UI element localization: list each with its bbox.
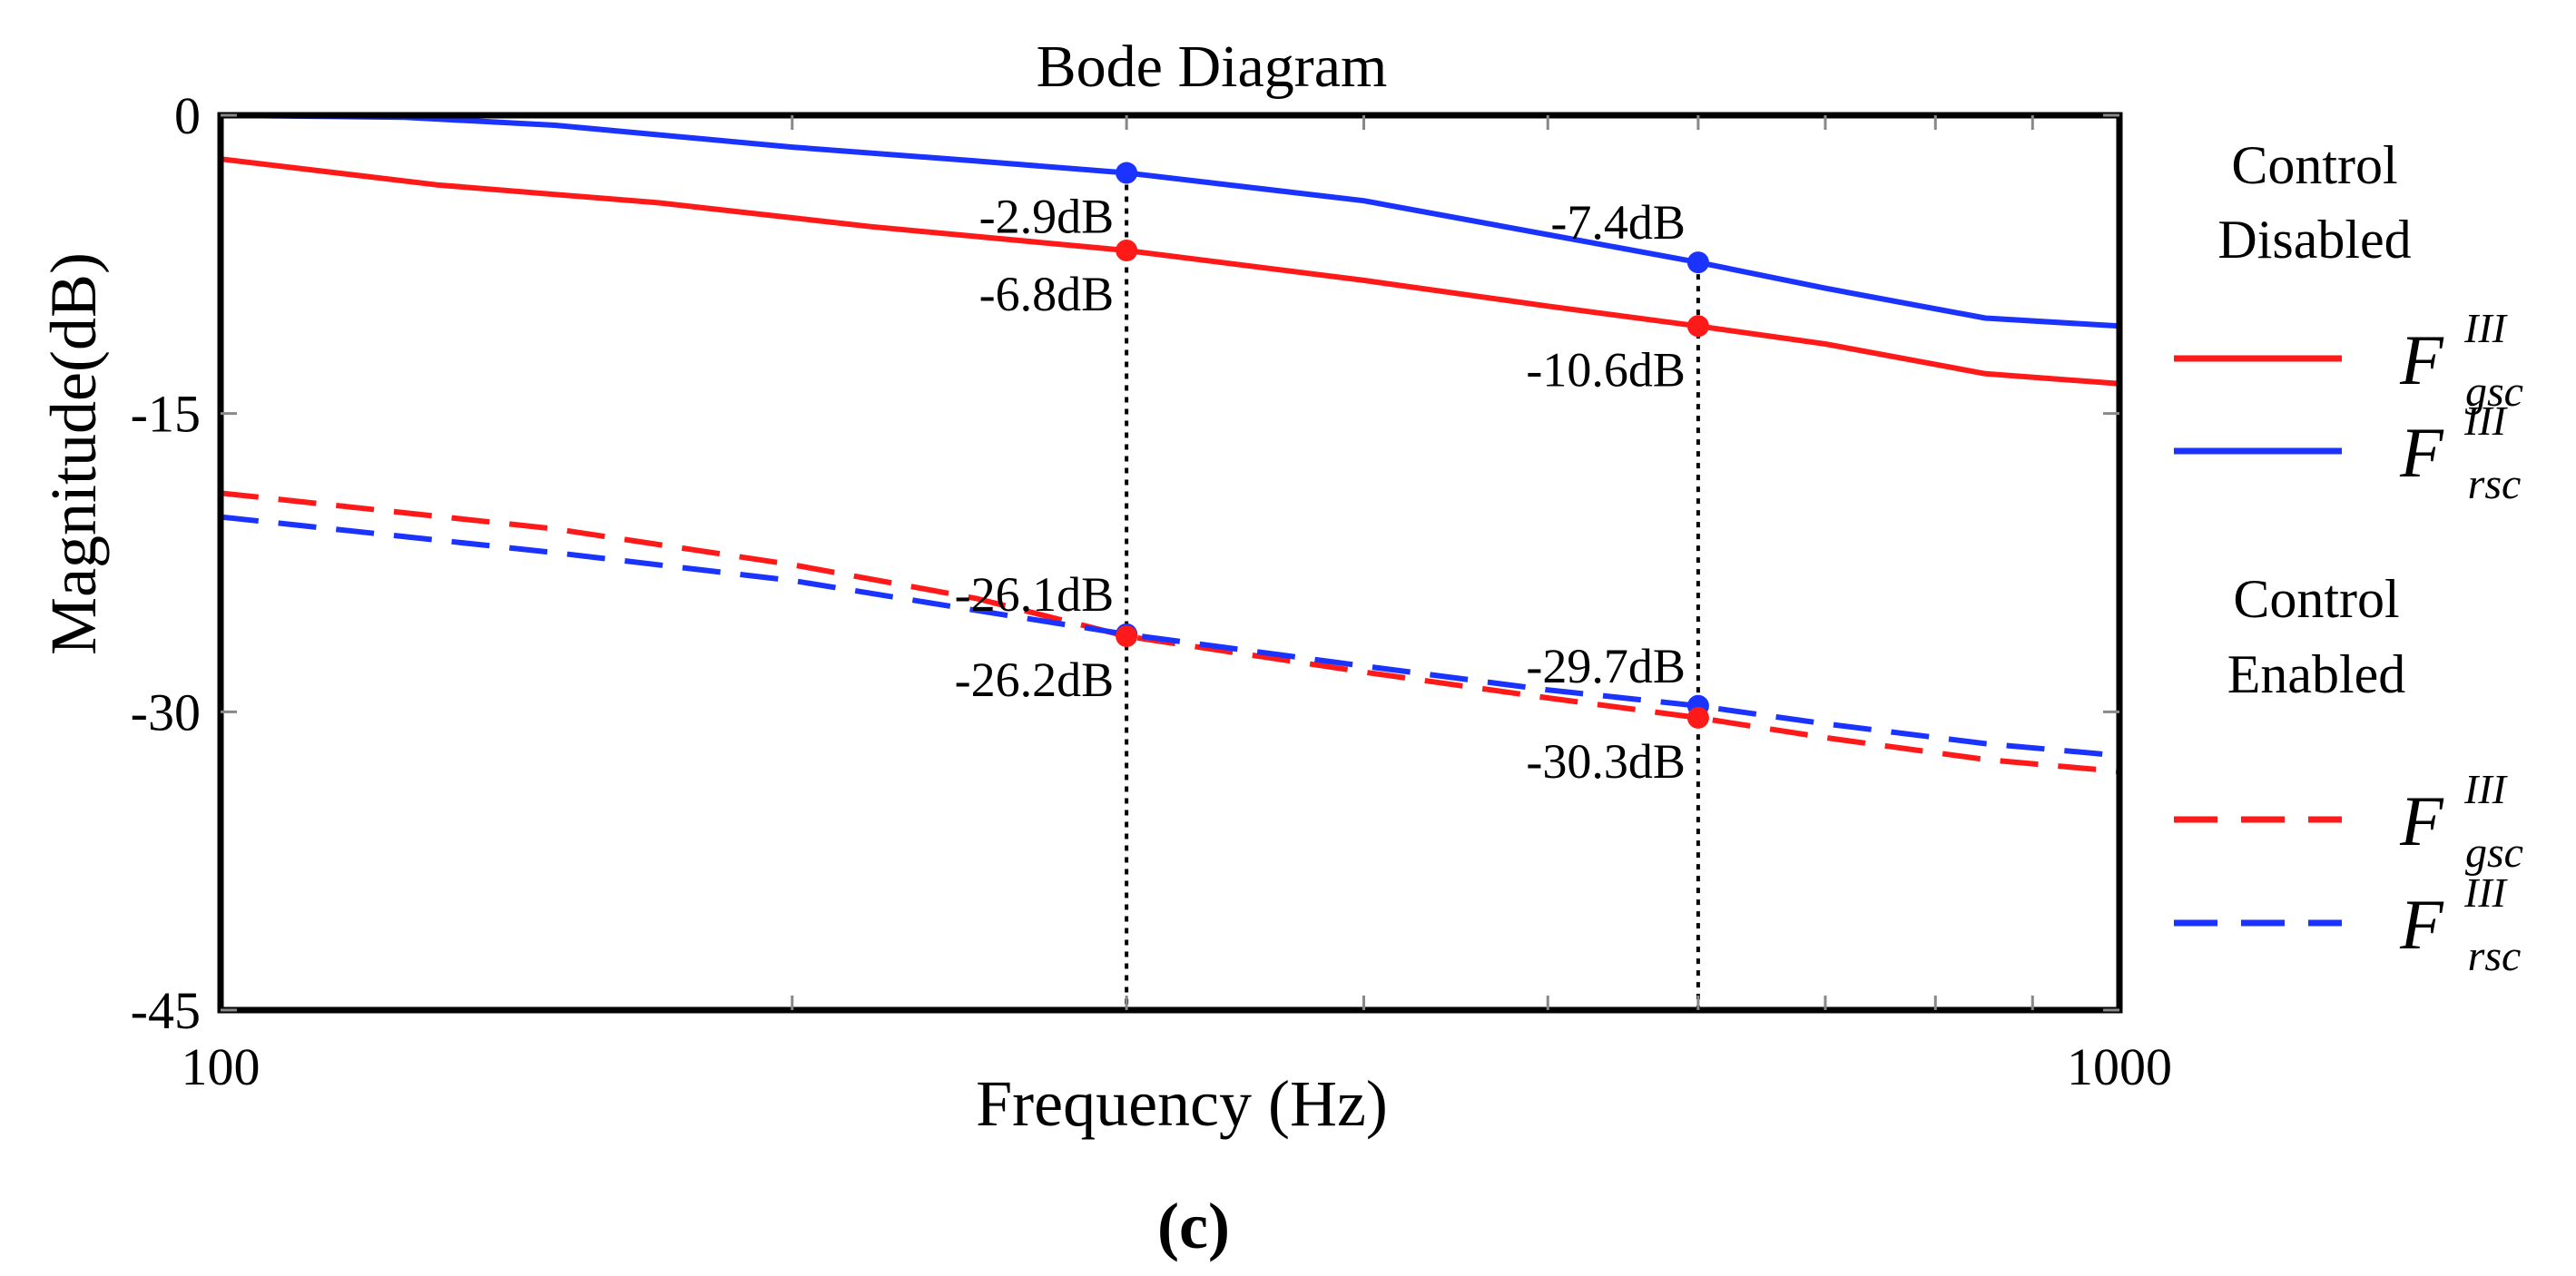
legend-superscript: III bbox=[2463, 305, 2509, 351]
axis-ticks bbox=[221, 113, 2119, 1012]
x-tick-label: 100 bbox=[182, 1037, 261, 1096]
marker-point-5 bbox=[1686, 251, 1709, 274]
legend-symbol: F bbox=[2399, 320, 2444, 399]
marker-point-4 bbox=[1116, 625, 1138, 648]
legend-superscript: III bbox=[2463, 869, 2509, 916]
legend-symbol: F bbox=[2399, 885, 2444, 964]
legend-title-line: Enabled bbox=[2227, 644, 2406, 704]
marker-point-1 bbox=[1116, 162, 1138, 184]
legend-entry-gsc-enabled: F III gsc bbox=[2174, 766, 2523, 877]
series-line-3 bbox=[220, 490, 2120, 775]
series-layer bbox=[220, 113, 2120, 775]
marker-point-6 bbox=[1686, 315, 1709, 338]
series-line-1 bbox=[220, 156, 2120, 387]
series-line-4 bbox=[220, 514, 2120, 759]
legend-group-disabled: Control Disabled bbox=[2217, 135, 2411, 270]
legend-symbol: F bbox=[2399, 781, 2444, 860]
marker-label-3: -26.1dB bbox=[955, 567, 1115, 622]
legend-symbol: F bbox=[2399, 413, 2444, 492]
y-tick-label: -15 bbox=[131, 385, 201, 444]
legend-title-line: Control bbox=[2231, 135, 2397, 195]
marker-layer bbox=[1116, 162, 1709, 729]
marker-label-6: -10.6dB bbox=[1526, 342, 1686, 397]
marker-label-5: -7.4dB bbox=[1550, 195, 1686, 250]
y-tick-label: -30 bbox=[131, 682, 201, 741]
plot-frame bbox=[217, 112, 2123, 1014]
x-tick-label: 1000 bbox=[2067, 1037, 2172, 1096]
y-axis-label: Magnitude(dB) bbox=[37, 252, 110, 655]
marker-label-1: -2.9dB bbox=[979, 190, 1115, 244]
legend-superscript: III bbox=[2463, 398, 2509, 444]
marker-label-2: -6.8dB bbox=[979, 267, 1115, 321]
x-tick-labels: 100 1000 bbox=[182, 1037, 2173, 1096]
panel-label: (c) bbox=[1157, 1190, 1230, 1262]
annotation-layer: -2.9dB -6.8dB -26.1dB -26.2dB -7.4dB -10.6dB -… bbox=[955, 190, 1686, 789]
marker-point-8 bbox=[1686, 706, 1709, 729]
legend-subscript: rsc bbox=[2468, 460, 2522, 508]
chart-title: Bode Diagram bbox=[1037, 34, 1388, 100]
legend-title-line: Disabled bbox=[2217, 210, 2411, 270]
legend-subscript: rsc bbox=[2468, 932, 2522, 980]
x-axis-label: Frequency (Hz) bbox=[976, 1067, 1388, 1140]
legend-entry-rsc-enabled: F III rsc bbox=[2174, 869, 2521, 980]
legend-title-line: Control bbox=[2233, 569, 2399, 629]
series-line-2 bbox=[220, 113, 2120, 329]
y-tick-label: 0 bbox=[174, 86, 201, 145]
legend-entry-gsc-disabled: F III gsc bbox=[2174, 305, 2523, 416]
legend-subscript: gsc bbox=[2465, 829, 2523, 877]
y-tick-labels: 0 -15 -30 -45 bbox=[131, 86, 201, 1040]
marker-label-8: -30.3dB bbox=[1526, 734, 1686, 789]
guide-lines bbox=[1125, 172, 1700, 1010]
marker-label-4: -26.2dB bbox=[955, 653, 1115, 707]
legend-entry-rsc-disabled: F III rsc bbox=[2174, 398, 2521, 508]
y-tick-label: -45 bbox=[131, 981, 201, 1040]
marker-point-2 bbox=[1116, 239, 1138, 261]
legend-superscript: III bbox=[2463, 766, 2509, 812]
legend-subscript: gsc bbox=[2465, 368, 2523, 416]
marker-label-7: -29.7dB bbox=[1526, 639, 1686, 693]
legend-group-enabled: Control Enabled bbox=[2227, 569, 2406, 704]
